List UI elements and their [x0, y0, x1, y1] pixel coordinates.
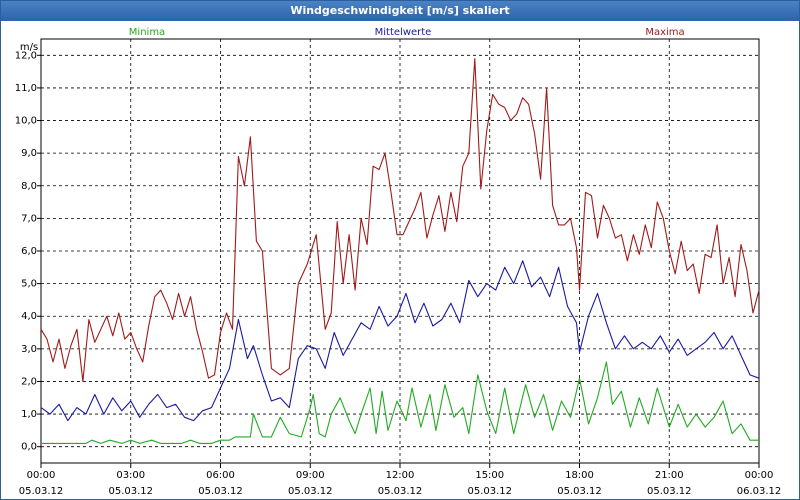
x-tick-date: 06.03.12: [737, 486, 782, 497]
x-tick-time: 21:00: [655, 470, 684, 481]
window-title: Windgeschwindigkeit [m/s] skaliert: [1, 1, 799, 21]
x-tick-date: 05.03.12: [108, 486, 153, 497]
y-axis-label: m/s: [20, 42, 38, 53]
x-tick-time: 03:00: [116, 470, 145, 481]
y-tick-label: 10,0: [15, 116, 37, 127]
y-tick-label: 2,0: [21, 376, 37, 387]
y-tick-label: 8,0: [21, 181, 37, 192]
y-tick-label: 9,0: [21, 148, 37, 159]
x-tick-time: 00:00: [27, 470, 56, 481]
x-tick-time: 15:00: [475, 470, 504, 481]
x-tick-date: 05.03.12: [288, 486, 333, 497]
y-tick-label: 7,0: [21, 213, 37, 224]
x-tick-date: 05.03.12: [467, 486, 512, 497]
x-tick-date: 05.03.12: [378, 486, 423, 497]
legend-minima: Minima: [129, 27, 165, 38]
y-tick-label: 5,0: [21, 279, 37, 290]
y-tick-label: 11,0: [15, 83, 37, 94]
y-tick-label: 12,0: [15, 50, 37, 61]
x-tick-time: 18:00: [565, 470, 594, 481]
y-tick-label: 4,0: [21, 311, 37, 322]
x-tick-time: 12:00: [386, 470, 415, 481]
x-tick-time: 09:00: [296, 470, 325, 481]
x-tick-date: 05.03.12: [647, 486, 692, 497]
y-tick-label: 6,0: [21, 246, 37, 257]
x-tick-time: 06:00: [206, 470, 235, 481]
legend-maxima: Maxima: [645, 27, 684, 38]
series-line-mittelwerte: [40, 260, 760, 422]
y-tick-label: 1,0: [21, 409, 37, 420]
legend-mittelwerte: Mittelwerte: [375, 27, 432, 38]
x-tick-date: 05.03.12: [198, 486, 243, 497]
series-line-maxima: [40, 58, 760, 383]
x-tick-date: 05.03.12: [557, 486, 602, 497]
x-tick-date: 05.03.12: [19, 486, 64, 497]
y-tick-label: 0,0: [21, 442, 37, 453]
x-tick-time: 00:00: [745, 470, 774, 481]
series-line-minima: [41, 361, 759, 444]
y-tick-label: 3,0: [21, 344, 37, 355]
